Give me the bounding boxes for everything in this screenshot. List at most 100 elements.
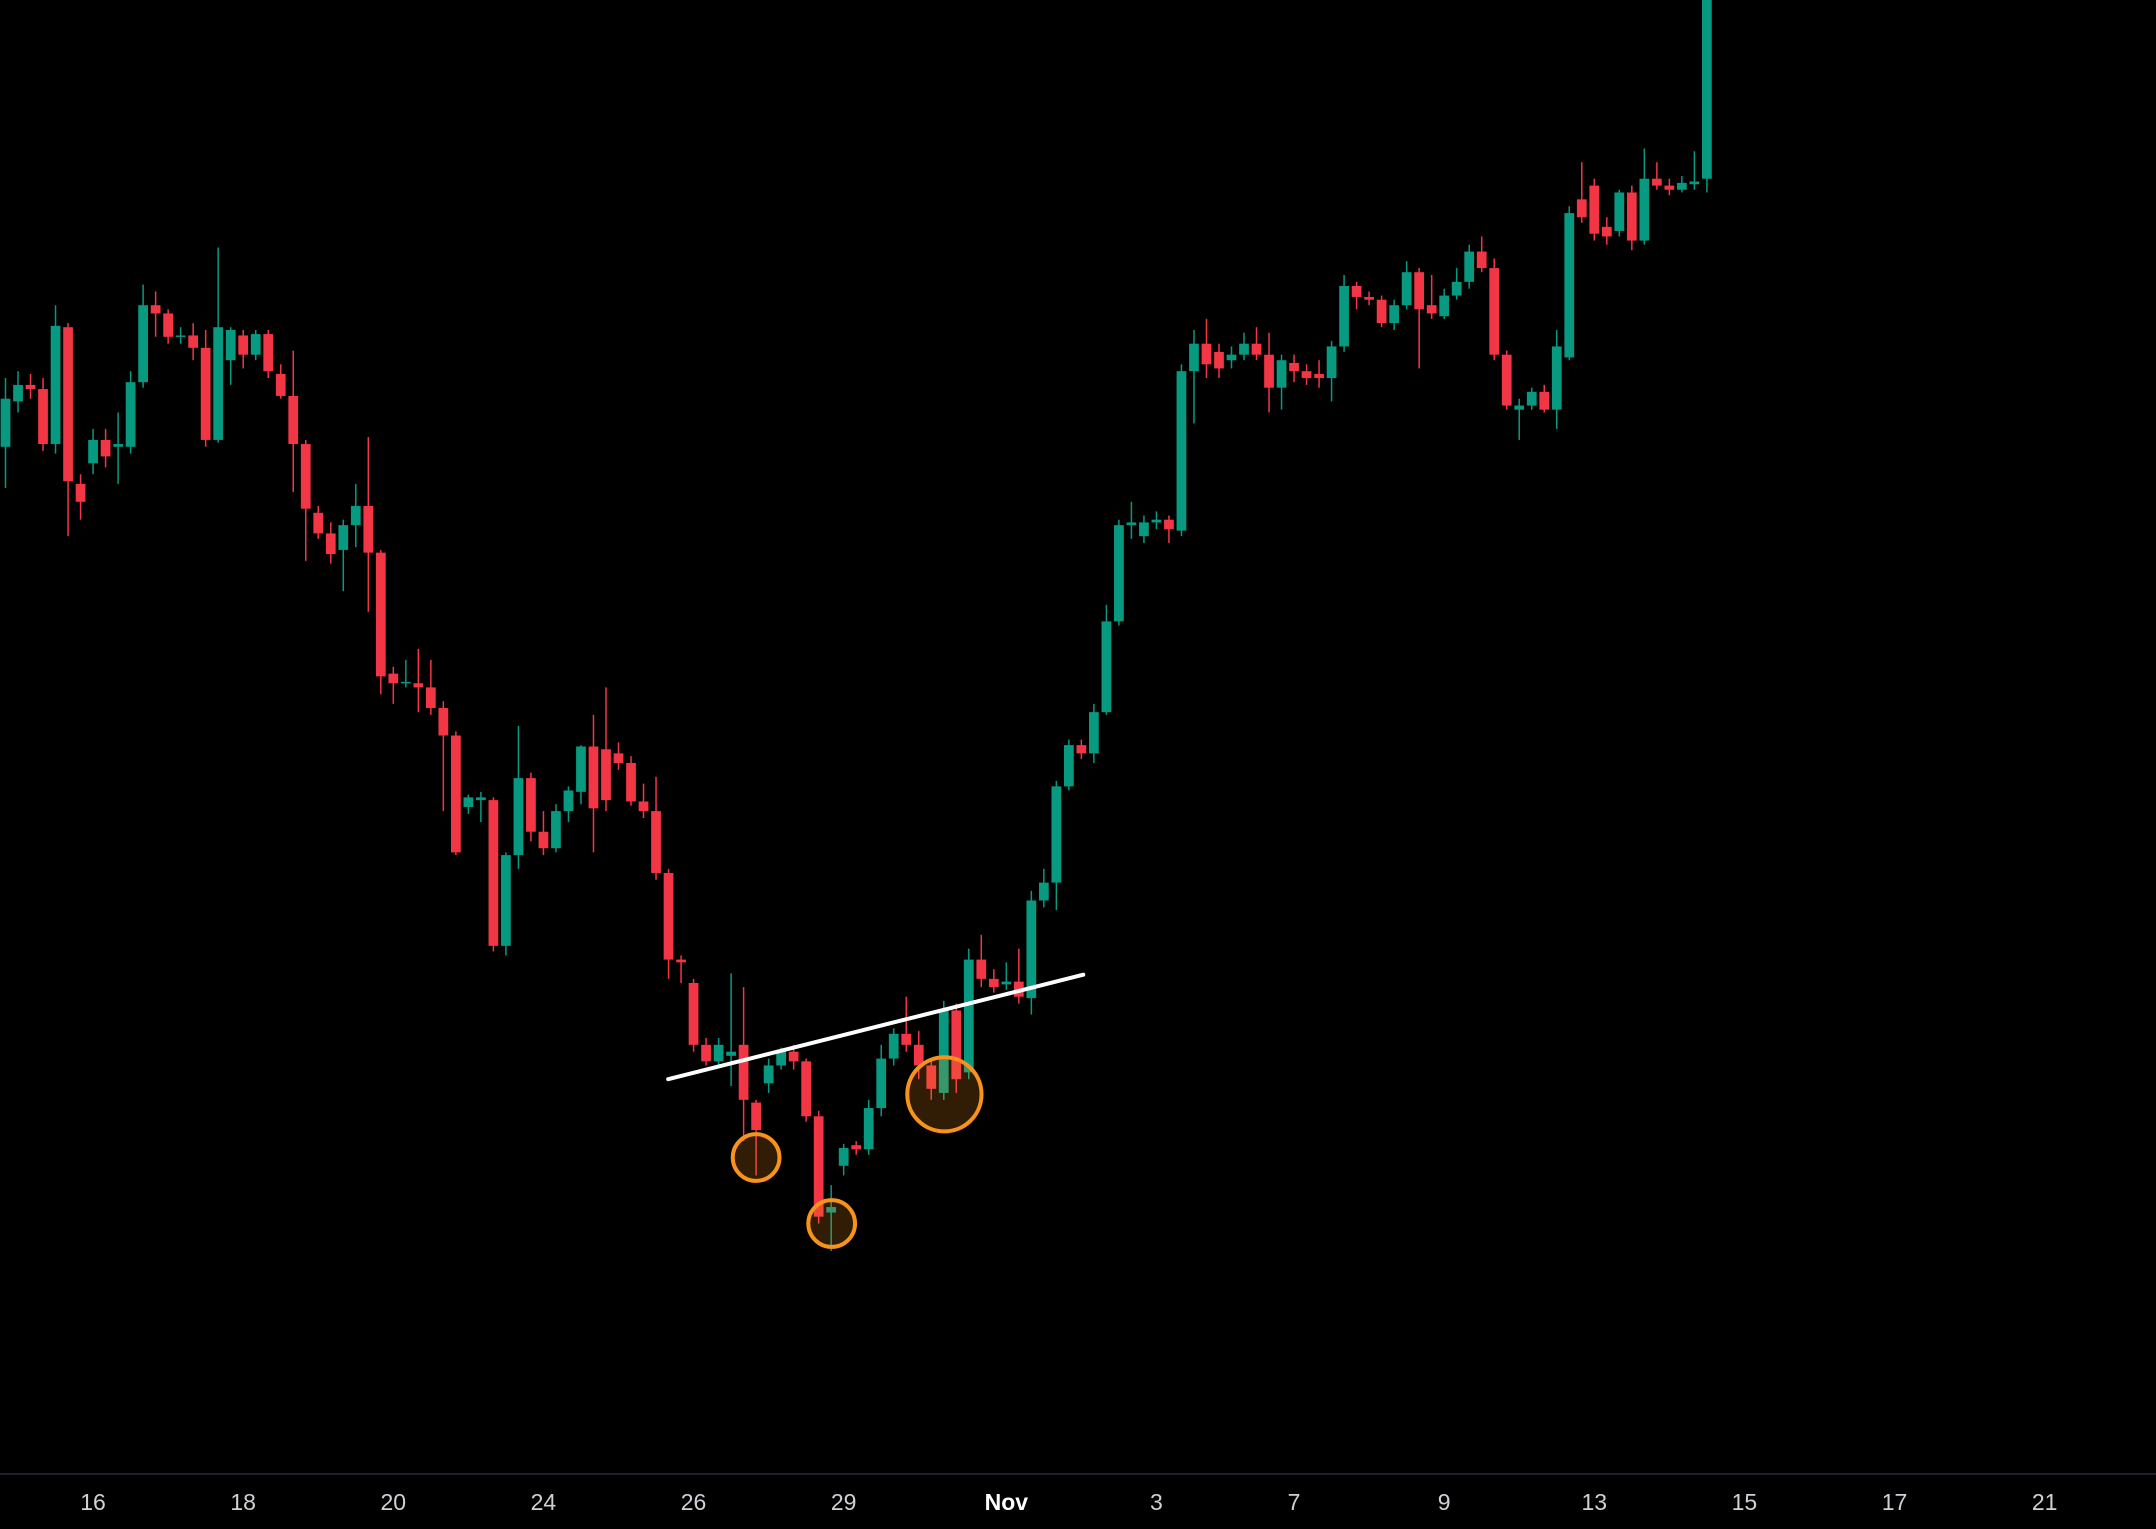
candle-body	[651, 811, 661, 873]
plot-area	[0, 0, 1712, 1252]
candle-body	[1189, 343, 1199, 372]
candle-body	[100, 439, 111, 457]
candle-body	[1339, 285, 1349, 347]
candle-body	[1038, 882, 1049, 901]
candle-body	[225, 329, 236, 361]
candle-body	[1251, 343, 1262, 355]
x-tick-label: 20	[381, 1489, 407, 1515]
candle-body	[1376, 299, 1387, 324]
x-tick-label: 26	[681, 1489, 707, 1515]
candle-body	[1239, 343, 1249, 355]
candle-body	[1164, 519, 1174, 530]
candle-body	[1526, 391, 1537, 406]
candle-body	[1614, 192, 1625, 231]
candle-body	[1076, 745, 1087, 754]
candle-body	[976, 959, 987, 979]
candle-body	[175, 335, 186, 337]
candle-body	[1001, 981, 1012, 985]
candle-body	[526, 778, 536, 832]
candle-body	[1439, 295, 1450, 317]
candle-body	[375, 552, 386, 677]
x-tick-label: 7	[1288, 1489, 1301, 1515]
candle-body	[1451, 281, 1462, 296]
candle-body	[1464, 251, 1475, 282]
x-tick-label: 3	[1150, 1489, 1163, 1515]
candle-body	[1689, 181, 1700, 185]
candle-body	[563, 790, 574, 812]
x-tick-label: 13	[1581, 1489, 1607, 1515]
candle-body	[263, 334, 274, 372]
candle-body	[438, 708, 449, 736]
candle-body	[901, 1033, 912, 1045]
candle-body	[75, 483, 86, 502]
candle-body	[1114, 525, 1124, 622]
candle-body	[751, 1102, 761, 1131]
candle-body	[425, 687, 436, 709]
candle-body	[1089, 712, 1099, 754]
candle-body	[325, 533, 336, 555]
candle-body	[463, 797, 474, 807]
x-tick-label: Nov	[985, 1489, 1029, 1515]
candle-body	[275, 373, 286, 396]
candle-body	[1564, 213, 1575, 358]
candle-body	[400, 681, 411, 684]
candle-body	[1664, 185, 1675, 190]
x-tick-label: 29	[831, 1489, 857, 1515]
candle-body	[613, 753, 624, 763]
candle-body	[1489, 268, 1500, 355]
candle-body	[801, 1061, 812, 1117]
candle-body	[63, 327, 73, 482]
candle-body	[676, 959, 686, 963]
candle-body	[701, 1044, 711, 1062]
trendline	[666, 972, 1086, 1082]
candle-body	[113, 444, 123, 447]
candle-body	[363, 505, 374, 553]
candle-body	[1676, 182, 1687, 190]
candle-body	[926, 1065, 937, 1089]
candle-body	[488, 800, 499, 946]
candle-body	[1601, 226, 1612, 237]
candle-body	[25, 384, 36, 390]
candle-body	[1589, 185, 1600, 234]
candle-body	[1301, 371, 1312, 379]
candle-body	[738, 1044, 749, 1100]
candle-body	[1639, 178, 1650, 241]
candle-body	[726, 1051, 736, 1056]
candle-body	[313, 512, 324, 534]
candle-body	[1501, 354, 1512, 406]
candle-body	[1126, 522, 1137, 526]
candle-body	[888, 1033, 899, 1059]
candle-body	[163, 313, 174, 337]
candle-body	[1101, 621, 1112, 713]
candle-body	[813, 1116, 824, 1217]
candle-body	[688, 982, 699, 1045]
candle-body	[576, 746, 586, 792]
candle-body	[1364, 296, 1374, 300]
candle-body	[713, 1044, 724, 1062]
candle-body	[1351, 285, 1362, 297]
candle-body	[1476, 251, 1487, 269]
candle-body	[238, 335, 249, 355]
candle-body	[1264, 354, 1274, 388]
candle-body	[388, 673, 399, 684]
candle-body	[638, 801, 649, 812]
candle-body	[450, 735, 461, 853]
candle-body	[776, 1051, 787, 1066]
candle-body	[963, 959, 974, 1073]
candle-body	[513, 778, 524, 856]
candle-body	[1651, 178, 1662, 186]
candle-body	[826, 1207, 837, 1213]
candle-body	[1051, 786, 1062, 883]
candle-body	[1139, 522, 1149, 537]
candle-body	[1026, 900, 1037, 999]
candle-body	[938, 1010, 949, 1093]
highlight-circle	[905, 1055, 984, 1134]
candle-body	[288, 395, 299, 445]
candle-body	[1576, 199, 1587, 218]
x-tick-label: 15	[1732, 1489, 1758, 1515]
candle-body	[1326, 346, 1337, 379]
candle-body	[350, 505, 361, 526]
